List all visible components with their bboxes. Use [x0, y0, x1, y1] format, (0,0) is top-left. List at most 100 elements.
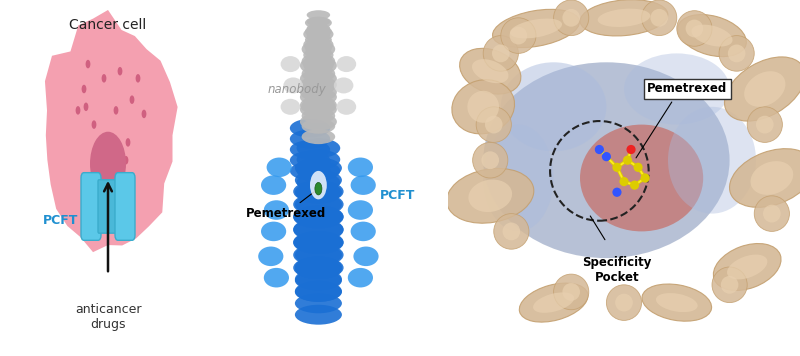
Circle shape — [482, 151, 499, 169]
Ellipse shape — [302, 119, 335, 134]
Ellipse shape — [305, 34, 332, 46]
Ellipse shape — [295, 271, 342, 290]
Ellipse shape — [264, 200, 289, 220]
Ellipse shape — [348, 157, 373, 177]
Ellipse shape — [295, 282, 342, 302]
Ellipse shape — [730, 149, 800, 207]
Ellipse shape — [493, 9, 579, 48]
Ellipse shape — [295, 206, 342, 227]
Ellipse shape — [293, 219, 344, 241]
Ellipse shape — [624, 53, 730, 125]
Ellipse shape — [297, 172, 340, 192]
Ellipse shape — [295, 293, 342, 313]
Ellipse shape — [306, 10, 330, 20]
Circle shape — [606, 285, 642, 320]
Ellipse shape — [297, 138, 340, 158]
Ellipse shape — [303, 58, 334, 73]
Circle shape — [562, 283, 580, 301]
Ellipse shape — [678, 15, 746, 57]
Polygon shape — [45, 10, 178, 252]
FancyBboxPatch shape — [81, 173, 101, 240]
Ellipse shape — [642, 284, 711, 321]
Ellipse shape — [281, 56, 300, 72]
Circle shape — [473, 142, 508, 178]
Circle shape — [594, 145, 604, 154]
Ellipse shape — [519, 283, 588, 322]
Text: Specificity
Pocket: Specificity Pocket — [582, 256, 652, 284]
Ellipse shape — [302, 108, 335, 123]
Ellipse shape — [305, 17, 332, 29]
Ellipse shape — [300, 88, 337, 106]
Ellipse shape — [350, 221, 376, 241]
Ellipse shape — [337, 56, 356, 72]
Circle shape — [554, 0, 589, 36]
Ellipse shape — [300, 56, 337, 75]
Ellipse shape — [300, 96, 337, 115]
Circle shape — [492, 44, 510, 62]
Ellipse shape — [580, 0, 668, 36]
Ellipse shape — [295, 194, 342, 215]
Circle shape — [686, 20, 703, 37]
Ellipse shape — [293, 231, 344, 253]
Ellipse shape — [467, 91, 499, 123]
Ellipse shape — [290, 151, 330, 169]
Circle shape — [91, 120, 97, 129]
Ellipse shape — [266, 157, 292, 177]
Circle shape — [476, 107, 511, 142]
Circle shape — [634, 163, 642, 172]
Circle shape — [747, 107, 782, 142]
Ellipse shape — [305, 25, 332, 37]
Ellipse shape — [302, 53, 335, 70]
Ellipse shape — [598, 9, 650, 27]
Circle shape — [510, 27, 527, 44]
Ellipse shape — [281, 99, 300, 115]
Text: PCFT: PCFT — [380, 189, 415, 202]
Circle shape — [763, 205, 781, 222]
Circle shape — [130, 95, 134, 104]
Ellipse shape — [295, 256, 342, 278]
Ellipse shape — [472, 59, 509, 83]
Ellipse shape — [354, 246, 378, 266]
Ellipse shape — [295, 281, 342, 302]
Circle shape — [86, 60, 90, 68]
Circle shape — [619, 177, 629, 186]
Ellipse shape — [303, 37, 334, 52]
Text: Pemetrexed: Pemetrexed — [647, 83, 727, 95]
Ellipse shape — [744, 71, 786, 107]
Ellipse shape — [510, 19, 562, 38]
Ellipse shape — [295, 169, 342, 191]
Ellipse shape — [261, 221, 286, 241]
Ellipse shape — [258, 246, 283, 266]
Ellipse shape — [691, 25, 733, 47]
Ellipse shape — [302, 40, 335, 58]
Ellipse shape — [580, 125, 703, 231]
Ellipse shape — [295, 259, 342, 279]
Circle shape — [641, 173, 650, 183]
Ellipse shape — [264, 268, 289, 288]
Ellipse shape — [295, 157, 342, 179]
Circle shape — [142, 110, 146, 118]
Ellipse shape — [261, 176, 286, 195]
Circle shape — [623, 156, 632, 165]
Circle shape — [719, 36, 754, 71]
Ellipse shape — [293, 180, 344, 203]
Ellipse shape — [302, 98, 335, 113]
Circle shape — [677, 11, 712, 46]
Ellipse shape — [725, 57, 800, 121]
Circle shape — [114, 106, 118, 115]
Ellipse shape — [293, 218, 344, 241]
Ellipse shape — [714, 244, 781, 290]
Ellipse shape — [297, 150, 340, 169]
Ellipse shape — [483, 125, 554, 231]
Ellipse shape — [750, 161, 794, 195]
Ellipse shape — [283, 78, 303, 93]
Ellipse shape — [295, 268, 342, 290]
Ellipse shape — [350, 176, 376, 195]
Ellipse shape — [306, 30, 330, 40]
Circle shape — [123, 156, 128, 164]
Circle shape — [501, 18, 536, 53]
Ellipse shape — [295, 232, 342, 253]
Ellipse shape — [501, 62, 606, 151]
Circle shape — [494, 214, 529, 249]
Circle shape — [612, 188, 622, 197]
